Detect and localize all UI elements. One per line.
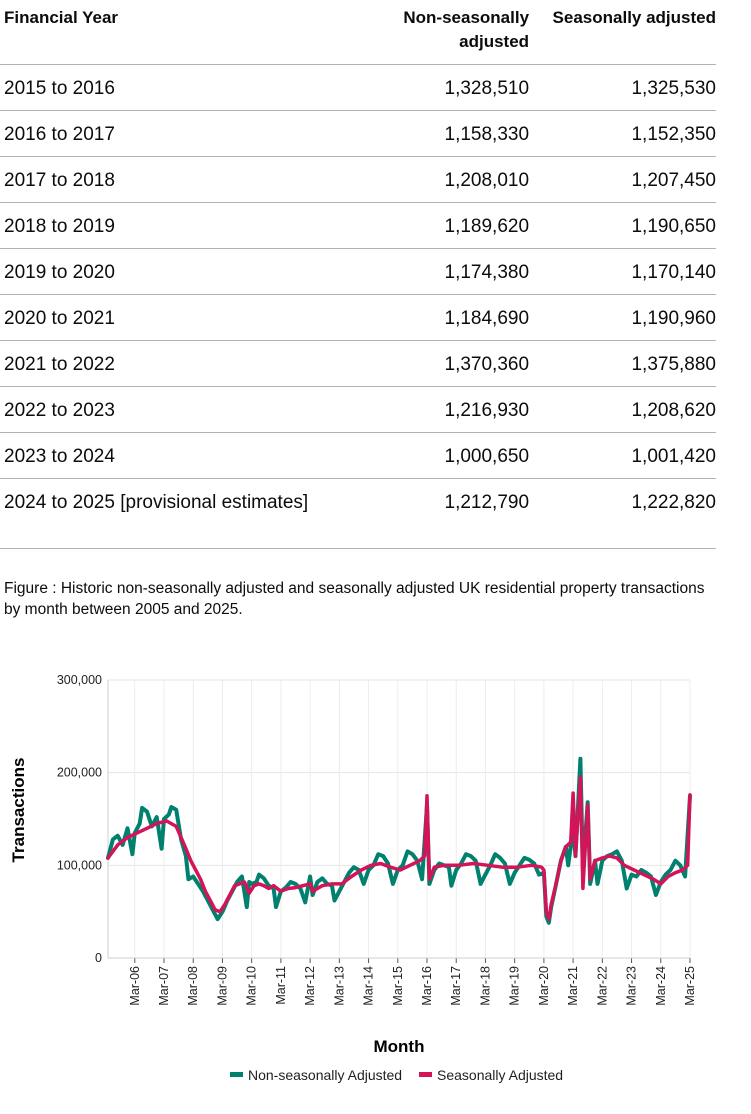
y-tick-label: 300,000 (57, 673, 102, 687)
cell-year: 2022 to 2023 (4, 400, 115, 421)
header-financial-year: Financial Year (4, 8, 119, 27)
table-row: 2016 to 2017 1,158,330 1,152,350 (0, 111, 716, 157)
cell-nsa: 1,370,360 (444, 354, 530, 375)
table-row: 2021 to 2022 1,370,360 1,375,880 (0, 341, 716, 387)
chart-series (106, 756, 692, 925)
cell-sa: 1,375,880 (631, 354, 716, 375)
cell-nsa: 1,216,930 (444, 400, 530, 421)
header-non-seasonally-adjusted: Non-seasonally adjusted (403, 8, 530, 51)
cell-sa: 1,001,420 (631, 446, 716, 467)
x-tick-label: Mar-09 (215, 966, 229, 1006)
table-row: 2023 to 2024 1,000,650 1,001,420 (0, 433, 716, 479)
y-tick-label: 100,000 (57, 858, 102, 872)
y-axis-title: Transactions (9, 758, 28, 863)
x-tick-label: Mar-25 (683, 966, 697, 1006)
figure-caption: Figure : Historic non-seasonally adjuste… (4, 580, 705, 618)
cell-year: 2024 to 2025 [provisional estimates] (4, 492, 309, 513)
table-row: 2022 to 2023 1,216,930 1,208,620 (0, 387, 716, 433)
x-tick-label: Mar-16 (420, 966, 434, 1006)
cell-sa: 1,222,820 (631, 492, 716, 513)
cell-year: 2020 to 2021 (4, 308, 115, 329)
series-line-seasonally-adjusted (106, 775, 692, 921)
x-tick-label: Mar-12 (303, 966, 317, 1006)
x-tick-label: Mar-22 (595, 966, 609, 1006)
legend-swatch (419, 1072, 432, 1077)
cell-nsa: 1,328,510 (444, 78, 530, 99)
cell-year: 2019 to 2020 (4, 262, 115, 283)
cell-year: 2023 to 2024 (4, 446, 115, 467)
x-tick-label: Mar-13 (332, 966, 346, 1006)
cell-nsa: 1,189,620 (444, 216, 530, 237)
x-tick-label: Mar-15 (391, 966, 405, 1006)
cell-sa: 1,208,620 (631, 400, 716, 421)
cell-nsa: 1,212,790 (444, 492, 530, 513)
x-tick-label: Mar-17 (449, 966, 463, 1006)
chart-legend: Non-seasonally Adjusted Seasonally Adjust… (230, 1067, 563, 1083)
y-tick-label: 200,000 (57, 766, 102, 780)
header-seasonally-adjusted: Seasonally adjusted (552, 8, 716, 27)
legend-label: Seasonally Adjusted (437, 1067, 563, 1083)
cell-nsa: 1,208,010 (444, 170, 530, 191)
table-row: 2018 to 2019 1,189,620 1,190,650 (0, 203, 716, 249)
cell-nsa: 1,000,650 (444, 446, 530, 467)
table-row: 2019 to 2020 1,174,380 1,170,140 (0, 249, 716, 295)
table-row: 2017 to 2018 1,208,010 1,207,450 (0, 157, 716, 203)
transactions-line-chart: 0 100,000 200,000 300,000 Mar-06 Mar-07 Mar-08… (9, 673, 697, 1083)
x-tick-label: Mar-24 (654, 966, 668, 1006)
y-tick-label: 0 (95, 951, 102, 965)
cell-sa: 1,325,530 (631, 78, 716, 99)
x-tick-label: Mar-18 (478, 966, 492, 1006)
legend-label: Non-seasonally Adjusted (248, 1067, 402, 1083)
x-tick-label: Mar-07 (157, 966, 171, 1006)
cell-nsa: 1,158,330 (444, 124, 530, 145)
x-tick-label: Mar-06 (128, 966, 142, 1006)
x-tick-label: Mar-23 (625, 966, 639, 1006)
cell-sa: 1,190,650 (631, 216, 716, 237)
cell-year: 2017 to 2018 (4, 170, 115, 191)
table-row: 2020 to 2021 1,184,690 1,190,960 (0, 295, 716, 341)
chart-axes: 0 100,000 200,000 300,000 Mar-06 Mar-07 Mar-08… (57, 673, 697, 1006)
x-tick-label: Mar-20 (537, 966, 551, 1006)
cell-year: 2018 to 2019 (4, 216, 115, 237)
x-axis-title: Month (374, 1037, 425, 1056)
cell-year: 2016 to 2017 (4, 124, 115, 145)
table-header-row: Financial Year Non-seasonally adjusted S… (0, 0, 716, 65)
x-tick-label: Mar-10 (245, 966, 259, 1006)
cell-sa: 1,190,960 (631, 308, 716, 329)
x-tick-label: Mar-19 (508, 966, 522, 1006)
table-row: 2024 to 2025 [provisional estimates] 1,2… (0, 479, 716, 549)
cell-nsa: 1,184,690 (444, 308, 530, 329)
cell-sa: 1,207,450 (631, 170, 716, 191)
cell-year: 2021 to 2022 (4, 354, 115, 375)
x-tick-label: Mar-11 (274, 966, 288, 1005)
x-tick-label: Mar-08 (186, 966, 200, 1006)
legend-swatch (230, 1072, 243, 1077)
cell-year: 2015 to 2016 (4, 78, 115, 99)
transactions-table: Financial Year Non-seasonally adjusted S… (0, 0, 716, 549)
x-tick-label: Mar-14 (362, 966, 376, 1006)
chart-gridlines (108, 679, 691, 959)
cell-sa: 1,152,350 (631, 124, 716, 145)
cell-sa: 1,170,140 (631, 262, 716, 283)
table-row: 2015 to 2016 1,328,510 1,325,530 (0, 65, 716, 111)
x-tick-label: Mar-21 (566, 966, 580, 1006)
cell-nsa: 1,174,380 (444, 262, 530, 283)
